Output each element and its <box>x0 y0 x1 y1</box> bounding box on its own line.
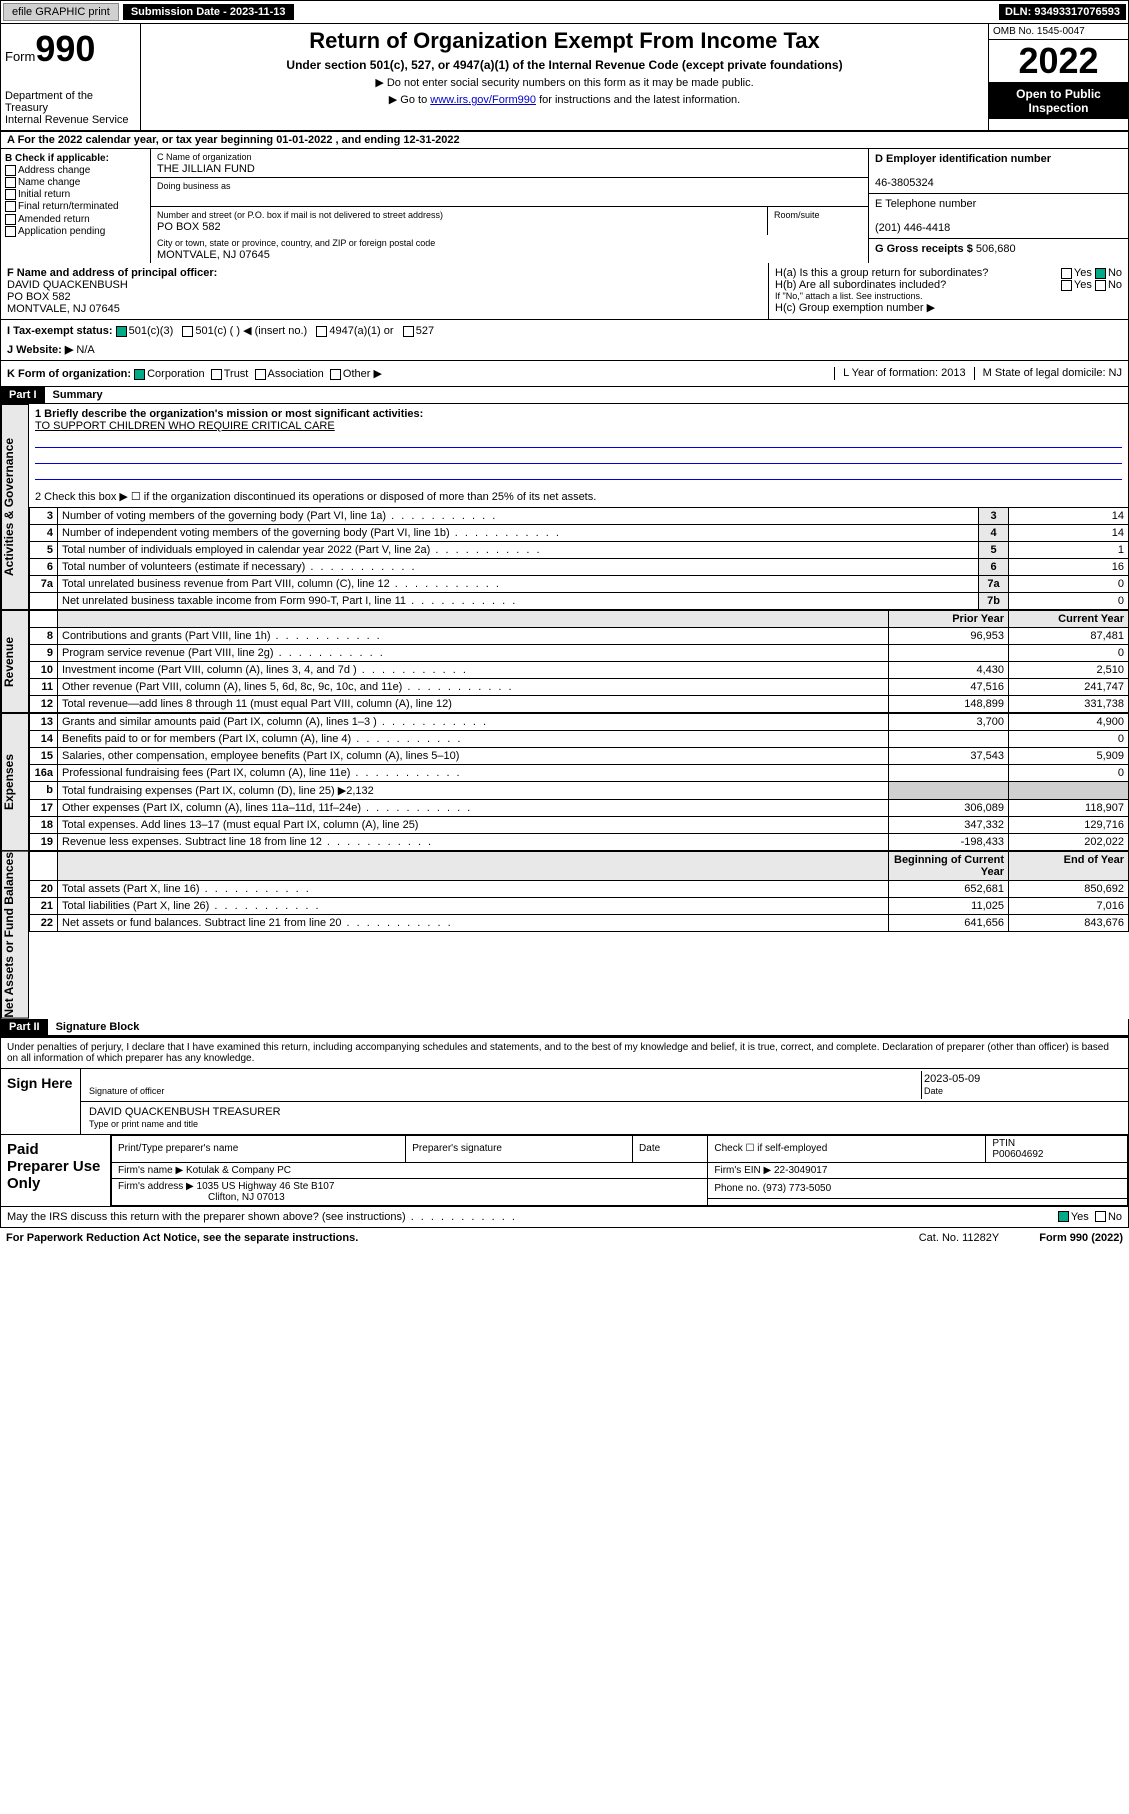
open-public: Open to PublicInspection <box>989 83 1128 119</box>
officer-name: DAVID QUACKENBUSH <box>7 279 128 291</box>
year-formation: L Year of formation: 2013 <box>834 367 966 380</box>
side-revenue: Revenue <box>1 610 29 713</box>
preparer-phone: (973) 773-5050 <box>763 1183 831 1194</box>
form-title: Return of Organization Exempt From Incom… <box>145 28 984 54</box>
form-number: Form990 <box>5 28 136 70</box>
website: N/A <box>76 344 94 356</box>
irs-link[interactable]: www.irs.gov/Form990 <box>430 94 536 106</box>
ein: 46-3805324 <box>875 177 934 189</box>
part1-header: Part ISummary <box>0 387 1129 404</box>
sig-date: 2023-05-09 <box>924 1073 980 1085</box>
cb-initial-return[interactable]: Initial return <box>5 189 146 200</box>
box-d: D Employer identification number46-38053… <box>868 149 1128 263</box>
mission: 1 Briefly describe the organization's mi… <box>29 404 1129 507</box>
org-address: PO BOX 582 <box>157 221 221 233</box>
officer-sig-name: DAVID QUACKENBUSH TREASURER <box>89 1106 281 1118</box>
discuss-row: May the IRS discuss this return with the… <box>0 1207 1129 1228</box>
dln: DLN: 93493317076593 <box>999 4 1126 20</box>
governance-table: 3Number of voting members of the governi… <box>29 507 1129 610</box>
phone: (201) 446-4418 <box>875 222 950 234</box>
top-bar: efile GRAPHIC print Submission Date - 20… <box>0 0 1129 24</box>
form-header: Form990 Department of the Treasury Inter… <box>0 24 1129 132</box>
ssn-note: ▶ Do not enter social security numbers o… <box>145 76 984 89</box>
mission-text: TO SUPPORT CHILDREN WHO REQUIRE CRITICAL… <box>35 420 335 432</box>
net-assets-table: Beginning of Current YearEnd of Year 20T… <box>29 851 1129 932</box>
paperwork-footer: For Paperwork Reduction Act Notice, see … <box>0 1228 1129 1248</box>
side-governance: Activities & Governance <box>1 404 29 610</box>
sig-declaration: Under penalties of perjury, I declare th… <box>1 1038 1128 1069</box>
form-subtitle: Under section 501(c), 527, or 4947(a)(1)… <box>145 58 984 72</box>
side-expenses: Expenses <box>1 713 29 851</box>
tax-year: 2022 <box>989 40 1128 83</box>
gross-receipts: 506,680 <box>976 243 1016 255</box>
part2-header: Part IISignature Block <box>0 1019 1129 1036</box>
org-name: THE JILLIAN FUND <box>157 163 255 175</box>
org-city: MONTVALE, NJ 07645 <box>157 249 270 261</box>
paid-preparer: Paid Preparer Use Only Print/Type prepar… <box>0 1135 1129 1207</box>
cb-amended[interactable]: Amended return <box>5 214 146 225</box>
goto-note: ▶ Go to www.irs.gov/Form990 for instruct… <box>145 93 984 106</box>
cb-final-return[interactable]: Final return/terminated <box>5 201 146 212</box>
row-ij: I Tax-exempt status: 501(c)(3) 501(c) ( … <box>0 320 1129 361</box>
efile-print-button[interactable]: efile GRAPHIC print <box>3 3 119 21</box>
ptin: P00604692 <box>992 1149 1043 1160</box>
cb-pending[interactable]: Application pending <box>5 226 146 237</box>
form-ref: Form 990 (2022) <box>1039 1232 1123 1244</box>
cat-no: Cat. No. 11282Y <box>919 1232 1000 1244</box>
firm-name: Kotulak & Company PC <box>186 1165 291 1176</box>
row-a-tax-year: A For the 2022 calendar year, or tax yea… <box>0 132 1129 149</box>
omb-number: OMB No. 1545-0047 <box>989 24 1128 40</box>
state-domicile: M State of legal domicile: NJ <box>974 367 1122 380</box>
dept-treasury: Department of the Treasury <box>5 90 136 114</box>
box-c: C Name of organizationTHE JILLIAN FUND D… <box>151 149 868 263</box>
row-fh: F Name and address of principal officer:… <box>0 263 1129 320</box>
sign-here-label: Sign Here <box>1 1069 81 1134</box>
signature-block: Under penalties of perjury, I declare th… <box>0 1036 1129 1135</box>
section-bcd: B Check if applicable: Address change Na… <box>0 149 1129 263</box>
box-b: B Check if applicable: Address change Na… <box>1 149 151 263</box>
submission-date: Submission Date - 2023-11-13 <box>123 4 294 20</box>
row-klm: K Form of organization: Corporation Trus… <box>0 361 1129 387</box>
cb-address-change[interactable]: Address change <box>5 165 146 176</box>
cb-name-change[interactable]: Name change <box>5 177 146 188</box>
side-net-assets: Net Assets or Fund Balances <box>1 851 29 1019</box>
irs-label: Internal Revenue Service <box>5 114 136 126</box>
firm-ein: 22-3049017 <box>774 1165 827 1176</box>
part1-body: Activities & Governance 1 Briefly descri… <box>0 404 1129 610</box>
expenses-table: 13Grants and similar amounts paid (Part … <box>29 713 1129 851</box>
revenue-table: Prior YearCurrent Year 8Contributions an… <box>29 610 1129 713</box>
